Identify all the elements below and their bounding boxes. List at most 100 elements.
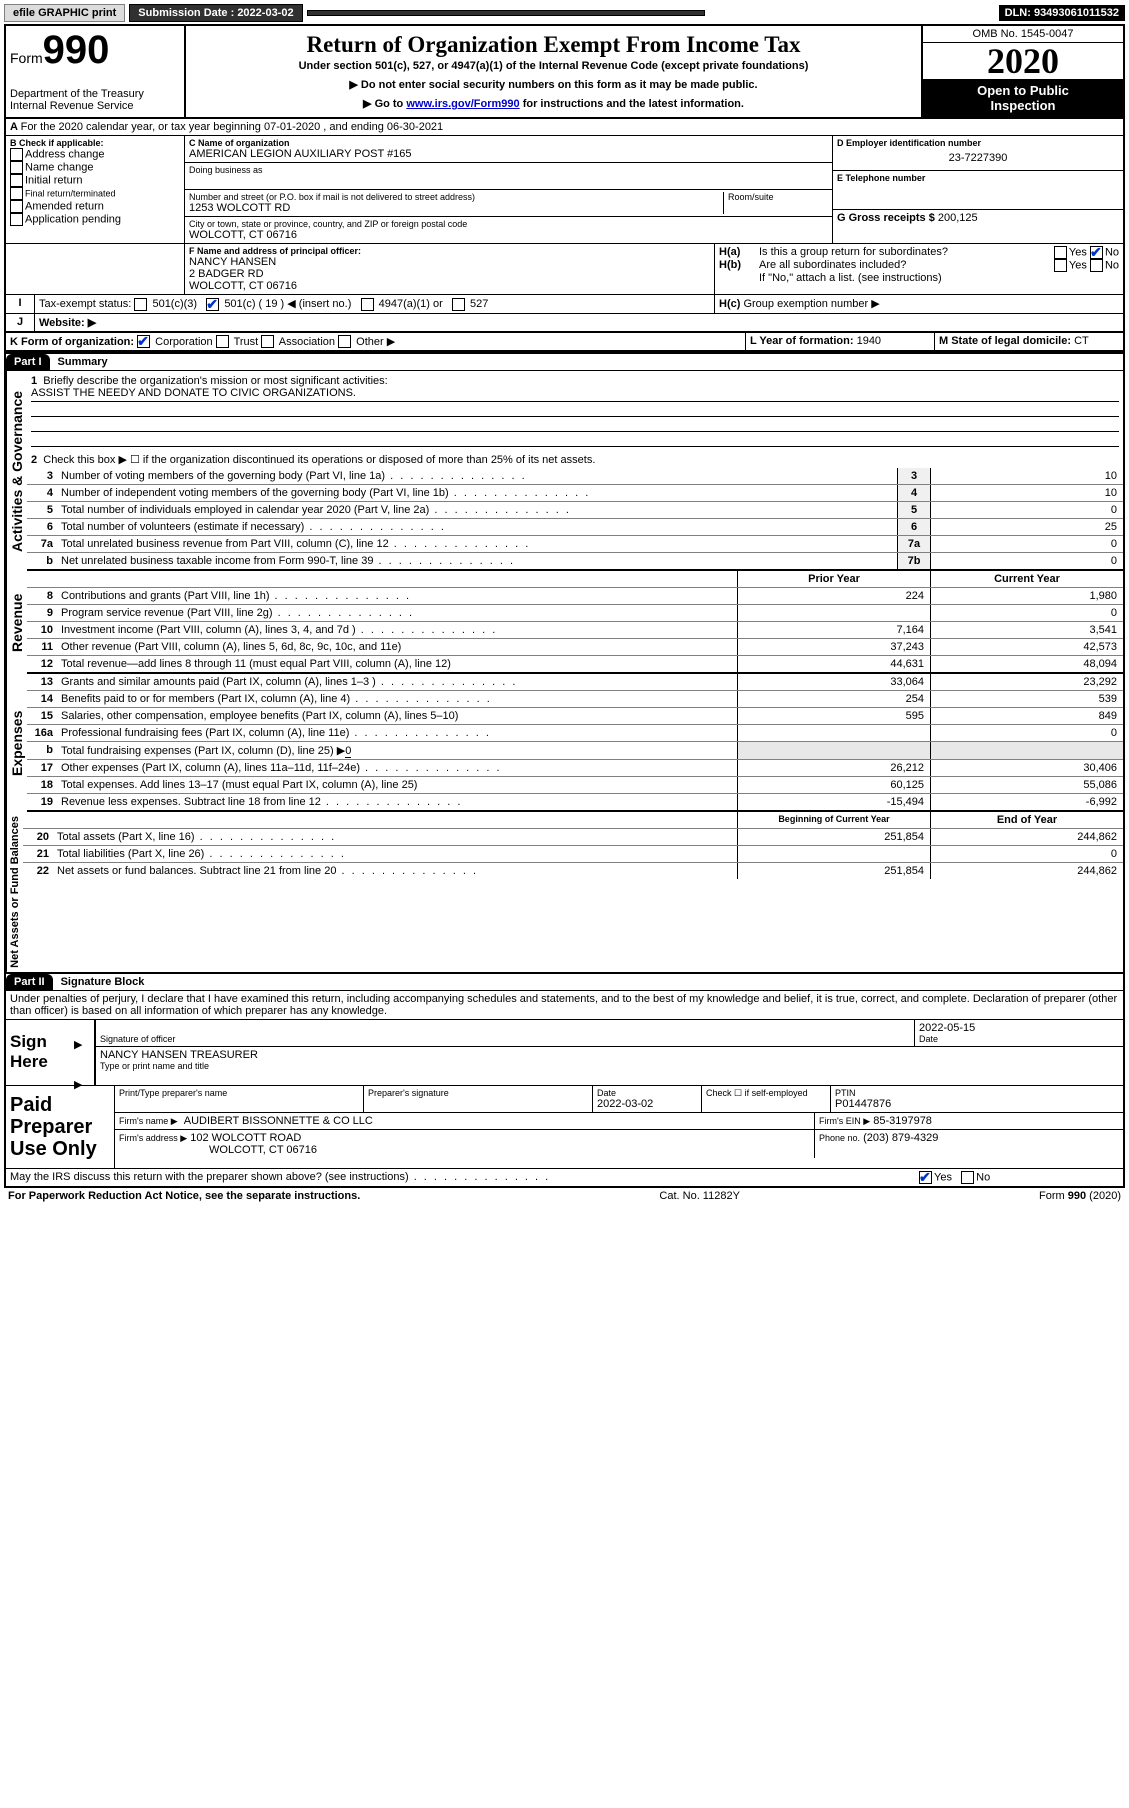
val-3: 10 — [931, 468, 1123, 484]
discuss-no[interactable] — [961, 1171, 974, 1184]
submission-date-button[interactable]: Submission Date : 2022-03-02 — [129, 4, 302, 22]
val-7a: 0 — [931, 536, 1123, 552]
form-title: Return of Organization Exempt From Incom… — [194, 32, 913, 58]
val-5: 0 — [931, 502, 1123, 518]
p20: 251,854 — [737, 829, 930, 845]
irs-discuss-row: May the IRS discuss this return with the… — [6, 1169, 1123, 1186]
firm-addr1: 102 WOLCOTT ROAD — [190, 1132, 301, 1144]
inspection-badge: Open to PublicInspection — [923, 79, 1123, 117]
group-return-no[interactable] — [1090, 246, 1103, 259]
tax-exempt-row: I Tax-exempt status: 501(c)(3) 501(c) ( … — [6, 295, 1123, 314]
top-toolbar: efile GRAPHIC print Submission Date : 20… — [4, 4, 1125, 22]
p13: 33,064 — [737, 674, 930, 690]
discuss-yes[interactable] — [919, 1171, 932, 1184]
subtitle-3: ▶ Go to www.irs.gov/Form990 for instruct… — [194, 97, 913, 110]
p17: 26,212 — [737, 760, 930, 776]
expenses-section: Expenses 13Grants and similar amounts pa… — [6, 674, 1123, 812]
tax-year: 2020 — [923, 43, 1123, 79]
other-checkbox[interactable] — [338, 335, 351, 348]
amended-checkbox[interactable] — [10, 200, 23, 213]
subs-no[interactable] — [1090, 259, 1103, 272]
c16a: 0 — [930, 725, 1123, 741]
app-pending-checkbox[interactable] — [10, 213, 23, 226]
501c-checkbox[interactable] — [206, 298, 219, 311]
gross-receipts: 200,125 — [938, 212, 978, 224]
spacer-button — [307, 10, 705, 16]
form990-link[interactable]: www.irs.gov/Form990 — [406, 98, 519, 110]
501c3-checkbox[interactable] — [134, 298, 147, 311]
org-name: AMERICAN LEGION AUXILIARY POST #165 — [189, 148, 828, 160]
p8: 224 — [737, 588, 930, 604]
net-assets-section: Net Assets or Fund Balances Beginning of… — [6, 812, 1123, 974]
header-left: Form 990 Department of the Treasury Inte… — [6, 26, 186, 117]
form-word: Form — [10, 50, 43, 66]
na-label: Net Assets or Fund Balances — [6, 812, 23, 972]
p19: -15,494 — [737, 794, 930, 810]
perjury-declaration: Under penalties of perjury, I declare th… — [6, 991, 1123, 1020]
ein-phone-column: D Employer identification number 23-7227… — [832, 136, 1123, 243]
p16a — [737, 725, 930, 741]
sig-date: 2022-05-15 — [919, 1022, 1119, 1034]
p18: 60,125 — [737, 777, 930, 793]
c17: 30,406 — [930, 760, 1123, 776]
4947-checkbox[interactable] — [361, 298, 374, 311]
street-address: 1253 WOLCOTT RD — [189, 202, 723, 214]
paid-preparer-block: Paid Preparer Use Only Print/Type prepar… — [6, 1086, 1123, 1169]
header-right: OMB No. 1545-0047 2020 Open to PublicIns… — [921, 26, 1123, 117]
c18: 55,086 — [930, 777, 1123, 793]
revenue-section: Revenue Prior YearCurrent Year 8Contribu… — [6, 571, 1123, 674]
irs-label: Internal Revenue Service — [10, 100, 180, 112]
p22: 251,854 — [737, 863, 930, 879]
form-number: 990 — [43, 30, 110, 70]
subtitle-1: Under section 501(c), 527, or 4947(a)(1)… — [194, 60, 913, 72]
final-return-checkbox[interactable] — [10, 187, 23, 200]
prep-date: 2022-03-02 — [597, 1098, 697, 1110]
c12: 48,094 — [930, 656, 1123, 672]
c9: 0 — [930, 605, 1123, 621]
group-return-yes[interactable] — [1054, 246, 1067, 259]
line-a: A For the 2020 calendar year, or tax yea… — [6, 119, 1123, 136]
assoc-checkbox[interactable] — [261, 335, 274, 348]
firm-phone: (203) 879-4329 — [863, 1132, 938, 1144]
c22: 244,862 — [930, 863, 1123, 879]
c13: 23,292 — [930, 674, 1123, 690]
firm-addr2: WOLCOTT, CT 06716 — [119, 1144, 810, 1156]
p21 — [737, 846, 930, 862]
subs-yes[interactable] — [1054, 259, 1067, 272]
val-7b: 0 — [931, 553, 1123, 569]
c8: 1,980 — [930, 588, 1123, 604]
form-header: Form 990 Department of the Treasury Inte… — [6, 26, 1123, 119]
city-state-zip: WOLCOTT, CT 06716 — [189, 229, 828, 241]
identity-block: B Check if applicable: Address change Na… — [6, 136, 1123, 244]
val-4: 10 — [931, 485, 1123, 501]
corp-checkbox[interactable] — [137, 335, 150, 348]
name-address-column: C Name of organization AMERICAN LEGION A… — [185, 136, 832, 243]
p10: 7,164 — [737, 622, 930, 638]
ptin: P01447876 — [835, 1098, 1119, 1110]
c19: -6,992 — [930, 794, 1123, 810]
c15: 849 — [930, 708, 1123, 724]
addr-change-checkbox[interactable] — [10, 148, 23, 161]
firm-ein: 85-3197978 — [873, 1115, 932, 1127]
officer-name: NANCY HANSEN — [189, 256, 710, 268]
efile-button[interactable]: efile GRAPHIC print — [4, 4, 125, 22]
part2-header: Part II Signature Block — [6, 974, 1123, 991]
dln-label: DLN: 93493061011532 — [999, 5, 1125, 21]
p12: 44,631 — [737, 656, 930, 672]
form-container: Form 990 Department of the Treasury Inte… — [4, 24, 1125, 1188]
initial-return-checkbox[interactable] — [10, 174, 23, 187]
c14: 539 — [930, 691, 1123, 707]
527-checkbox[interactable] — [452, 298, 465, 311]
ein-value: 23-7227390 — [837, 148, 1119, 168]
website-row: J Website: ▶ — [6, 314, 1123, 333]
activities-governance-section: Activities & Governance 1 Briefly descri… — [6, 371, 1123, 571]
p15: 595 — [737, 708, 930, 724]
dept-label: Department of the Treasury — [10, 88, 180, 100]
sign-here-block: Sign Here ▶ ▶ Signature of officer 2022-… — [6, 1020, 1123, 1086]
trust-checkbox[interactable] — [216, 335, 229, 348]
val-6: 25 — [931, 519, 1123, 535]
header-mid: Return of Organization Exempt From Incom… — [186, 26, 921, 117]
name-change-checkbox[interactable] — [10, 161, 23, 174]
domicile-state: CT — [1074, 335, 1089, 347]
p14: 254 — [737, 691, 930, 707]
